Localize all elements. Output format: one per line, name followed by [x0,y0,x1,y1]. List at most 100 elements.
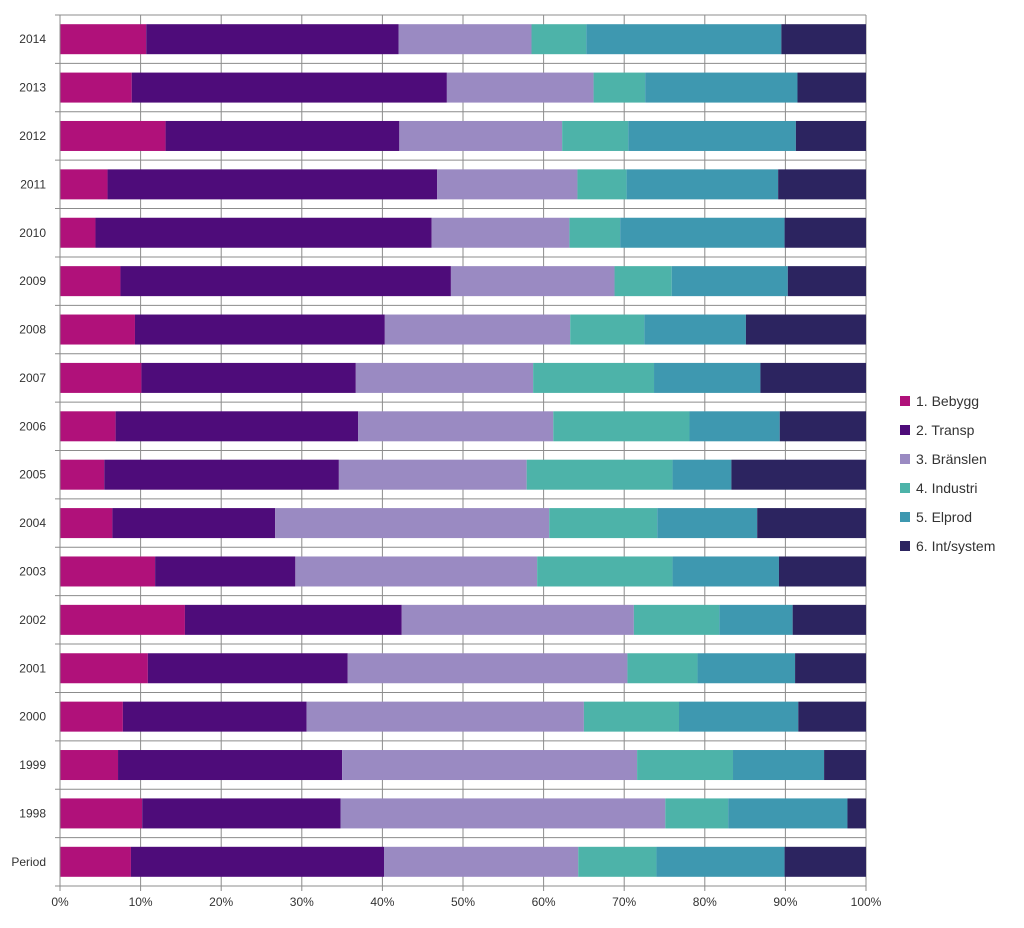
x-tick-label-6: 60% [532,895,556,909]
bar-2011-series-1: 2011 – 1. Bebygg: 5.9% [60,169,108,200]
bar-2014-series-1: 2014 – 1. Bebygg: 10.7% [60,24,147,55]
bar-1998-series-2: 1998 – 2. Transp: 24.6% [142,798,341,829]
legend-label-6: 6. Int/system [916,537,996,554]
bar-period-series-4: Period – 4. Industri: 9.7% [578,846,657,877]
bar-2011-series-3: 2011 – 3. Bränslen: 17.4% [437,169,578,200]
y-tick-label-2008: 2008 [19,323,46,337]
y-tick-label-2000: 2000 [19,710,46,724]
legend-item-4: 4. Industri [900,473,1018,502]
bar-1999-series-4: 1999 – 4. Industri: 11.9% [637,750,734,781]
grid-layer [55,14,867,887]
bar-2003-series-5: 2003 – 5. Elprod: 13.2% [672,556,779,587]
bar-period-series-2: Period – 2. Transp: 31.4% [130,846,385,877]
bar-2007-series-5: 2007 – 5. Elprod: 13.2% [654,362,761,393]
bar-2008-series-4: 2008 – 4. Industri: 9.2% [570,314,645,345]
bar-2009-series-4: 2009 – 4. Industri: 7.1% [614,266,672,297]
bar-2004-series-2: 2004 – 2. Transp: 20.2% [112,508,276,539]
x-tick-label-4: 40% [370,895,394,909]
bar-2009-series-6: 2009 – 6. Int/system: 9.7% [787,266,866,297]
bar-2010-series-1: 2010 – 1. Bebygg: 4.4% [60,217,96,248]
bar-2010-series-2: 2010 – 2. Transp: 41.7% [95,217,432,248]
bar-2014-series-5: 2014 – 5. Elprod: 24.2% [586,24,782,55]
bar-2005-series-2: 2005 – 2. Transp: 29.1% [104,459,339,490]
bar-2007-series-2: 2007 – 2. Transp: 26.6% [141,362,356,393]
legend: 1. Bebygg 2. Transp 3. Bränslen 4. Industri… [900,386,1018,560]
bar-2011-series-4: 2011 – 4. Industri: 6.1% [577,169,627,200]
bar-2014-series-3: 2014 – 3. Bränslen: 16.5% [398,24,532,55]
bar-2000-series-1: 2000 – 1. Bebygg: 7.8% [60,701,123,732]
bar-period-series-1: Period – 1. Bebygg: 8.8% [60,846,131,877]
bar-2003-series-2: 2003 – 2. Transp: 17.4% [155,556,296,587]
bar-2003-series-1: 2003 – 1. Bebygg: 11.8% [60,556,156,587]
bar-2003-series-6: 2003 – 6. Int/system: 10.8% [778,556,866,587]
bar-1998-series-5: 1998 – 5. Elprod: 14.8% [728,798,848,829]
bar-1998-series-4: 1998 – 4. Industri: 7.8% [665,798,729,829]
bar-1999-series-3: 1999 – 3. Bränslen: 36.6% [342,750,638,781]
legend-label-1: 1. Bebygg [916,392,980,409]
y-tick-label-2007: 2007 [19,371,46,385]
bar-2009-series-5: 2009 – 5. Elprod: 14.4% [671,266,788,297]
bar-2005-series-5: 2005 – 5. Elprod: 7.3% [672,459,732,490]
bar-1998-series-6: 1998 – 6. Int/system: 2.3% [847,798,866,829]
bar-2000-series-5: 2000 – 5. Elprod: 14.8% [679,701,799,732]
bar-2001-series-3: 2001 – 3. Bränslen: 34.7% [347,653,628,684]
legend-item-2: 2. Transp [900,415,1018,444]
bar-2006-series-6: 2006 – 6. Int/system: 10.7% [779,411,866,442]
bar-2000-series-6: 2000 – 6. Int/system: 8.4% [798,701,866,732]
x-tick-label-0: 0% [51,895,69,909]
bar-2009-series-1: 2009 – 1. Bebygg: 7.5% [60,266,121,297]
y-tick-label-2011: 2011 [20,177,46,191]
bar-2002-series-3: 2002 – 3. Bränslen: 28.8% [401,604,634,635]
bar-2012-series-5: 2012 – 5. Elprod: 20.8% [628,120,796,151]
y-tick-label-period: Period [11,855,46,869]
bar-2008-series-3: 2008 – 3. Bränslen: 23% [384,314,571,345]
bar-2004-series-5: 2004 – 5. Elprod: 12.4% [657,508,758,539]
bar-2014-series-2: 2014 – 2. Transp: 31.3% [146,24,399,55]
bar-2006-series-3: 2006 – 3. Bränslen: 24.2% [358,411,554,442]
bar-2007-series-4: 2007 – 4. Industri: 15% [533,362,655,393]
bar-2006-series-2: 2006 – 2. Transp: 30.1% [115,411,359,442]
bar-2004-series-4: 2004 – 4. Industri: 13.4% [549,508,658,539]
x-tick-label-10: 100% [851,895,882,909]
bar-2012-series-3: 2012 – 3. Bränslen: 20.2% [399,120,563,151]
legend-item-6: 6. Int/system [900,531,1018,560]
bar-2005-series-1: 2005 – 1. Bebygg: 5.5% [60,459,105,490]
bar-2001-series-5: 2001 – 5. Elprod: 12.1% [697,653,796,684]
bar-2011-series-2: 2011 – 2. Transp: 40.9% [107,169,438,200]
bar-period-series-6: Period – 6. Int/system: 10.1% [784,846,866,877]
bar-2013-series-5: 2013 – 5. Elprod: 18.9% [645,72,798,103]
y-tick-label-2010: 2010 [19,226,46,240]
legend-item-5: 5. Elprod [900,502,1018,531]
bar-2010-series-5: 2010 – 5. Elprod: 20.4% [620,217,785,248]
bar-2002-series-1: 2002 – 1. Bebygg: 15.5% [60,604,185,635]
x-tick-label-9: 90% [773,895,797,909]
legend-item-3: 3. Bränslen [900,444,1018,473]
bar-2013-series-1: 2013 – 1. Bebygg: 8.9% [60,72,132,103]
bar-2002-series-6: 2002 – 6. Int/system: 9.1% [792,604,866,635]
bar-2008-series-2: 2008 – 2. Transp: 31% [134,314,385,345]
bar-2009-series-3: 2009 – 3. Bränslen: 20.3% [450,266,615,297]
legend-swatch-3 [900,453,910,464]
bar-2013-series-4: 2013 – 4. Industri: 6.4% [593,72,646,103]
bar-2001-series-6: 2001 – 6. Int/system: 8.8% [795,653,866,684]
x-tick-label-1: 10% [129,895,153,909]
bar-2010-series-4: 2010 – 4. Industri: 6.3% [569,217,621,248]
y-tick-label-2013: 2013 [19,81,46,95]
bar-2004-series-6: 2004 – 6. Int/system: 13.5% [757,508,866,539]
legend-swatch-2 [900,424,910,435]
y-tick-label-2002: 2002 [19,613,46,627]
bar-2014-series-6: 2014 – 6. Int/system: 10.5% [781,24,866,55]
bar-2000-series-4: 2000 – 4. Industri: 11.8% [583,701,680,732]
x-tick-label-5: 50% [451,895,475,909]
bar-2011-series-6: 2011 – 6. Int/system: 10.9% [778,169,866,200]
bar-2001-series-1: 2001 – 1. Bebygg: 10.9% [60,653,148,684]
bar-2012-series-1: 2012 – 1. Bebygg: 13.1% [60,120,166,151]
y-tick-label-2009: 2009 [19,274,46,288]
y-tick-label-2005: 2005 [19,468,46,482]
bar-2002-series-5: 2002 – 5. Elprod: 9.1% [719,604,793,635]
bar-2008-series-5: 2008 – 5. Elprod: 12.6% [644,314,746,345]
bar-layer: 2014 – 1. Bebygg: 10.7%2014 – 2. Transp:… [60,24,866,877]
bar-2011-series-5: 2011 – 5. Elprod: 18.8% [626,169,779,200]
x-tick-label-7: 70% [612,895,636,909]
